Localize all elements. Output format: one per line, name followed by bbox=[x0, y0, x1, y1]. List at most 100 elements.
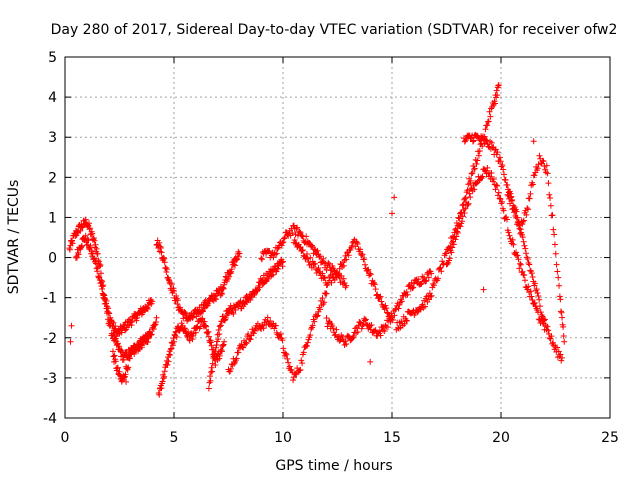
data-point-track-g bbox=[260, 325, 267, 332]
data-point-track-m bbox=[516, 265, 523, 272]
data-point-track-f bbox=[217, 322, 224, 329]
data-point-track-c bbox=[150, 325, 157, 332]
data-point-track-g bbox=[323, 290, 330, 297]
data-point-track-b bbox=[91, 255, 98, 262]
data-point-track-m bbox=[495, 192, 502, 199]
data-point-track-m bbox=[465, 200, 472, 207]
data-point-track-f bbox=[236, 301, 243, 308]
data-point-outliers bbox=[530, 138, 537, 145]
data-point-track-k bbox=[475, 152, 482, 159]
data-point-track-n bbox=[540, 158, 547, 165]
data-point-track-g bbox=[282, 350, 289, 357]
data-points bbox=[66, 82, 568, 398]
data-point-track-h bbox=[343, 282, 350, 289]
data-point-track-f bbox=[210, 354, 217, 361]
data-point-track-n bbox=[504, 191, 511, 198]
data-point-track-m bbox=[484, 164, 491, 171]
data-point-track-g bbox=[246, 336, 253, 343]
data-point-track-m bbox=[448, 249, 455, 256]
data-point-track-j bbox=[395, 305, 402, 312]
data-point-track-h bbox=[258, 255, 265, 262]
data-point-track-d bbox=[168, 281, 175, 288]
data-point-track-n bbox=[557, 308, 564, 315]
data-point-track-m bbox=[521, 277, 528, 284]
data-point-track-i bbox=[367, 271, 374, 278]
data-point-track-h bbox=[325, 259, 332, 266]
data-point-track-h bbox=[280, 239, 287, 246]
data-point-track-b bbox=[84, 241, 91, 248]
data-point-track-d bbox=[163, 268, 170, 275]
data-point-track-l bbox=[499, 161, 506, 168]
data-point-track-f bbox=[205, 385, 212, 392]
data-point-track-n bbox=[527, 190, 534, 197]
y-axis-label: SDTVAR / TECUs bbox=[6, 180, 22, 295]
data-point-track-f bbox=[209, 360, 216, 367]
data-point-track-k bbox=[428, 292, 435, 299]
data-point-track-a bbox=[92, 241, 99, 248]
data-point-track-d bbox=[235, 253, 242, 260]
data-point-track-i bbox=[358, 252, 365, 259]
data-point-track-l bbox=[535, 293, 542, 300]
data-point-track-f bbox=[216, 323, 223, 330]
data-point-track-j bbox=[391, 312, 398, 319]
data-point-track-h bbox=[273, 250, 280, 257]
data-point-track-k bbox=[490, 101, 497, 108]
data-point-track-i bbox=[315, 265, 322, 272]
data-point-outliers bbox=[480, 286, 487, 293]
data-point-track-h bbox=[316, 254, 323, 261]
data-point-track-m bbox=[464, 201, 471, 208]
data-point-track-d bbox=[171, 287, 177, 294]
data-point-track-m bbox=[453, 233, 460, 240]
data-point-track-e bbox=[181, 325, 188, 332]
data-point-track-g bbox=[288, 366, 295, 373]
data-point-track-b bbox=[98, 283, 105, 290]
data-point-track-n bbox=[554, 268, 561, 275]
data-point-track-k bbox=[474, 157, 481, 164]
data-point-track-l bbox=[532, 280, 539, 287]
data-point-track-l bbox=[529, 274, 536, 281]
data-point-track-d bbox=[212, 296, 219, 303]
data-point-track-h bbox=[293, 225, 300, 232]
data-point-track-k bbox=[494, 92, 501, 99]
data-point-track-g bbox=[235, 349, 242, 356]
data-point-track-d bbox=[218, 291, 225, 298]
data-point-track-a bbox=[69, 240, 76, 247]
data-point-track-e bbox=[218, 347, 225, 353]
data-point-track-g bbox=[314, 312, 321, 319]
data-point-track-l bbox=[534, 290, 541, 297]
data-point-track-j bbox=[422, 278, 429, 285]
data-point-track-j bbox=[354, 328, 361, 335]
data-point-track-b bbox=[75, 251, 82, 258]
data-point-outliers bbox=[123, 378, 130, 385]
data-point-track-n bbox=[514, 214, 521, 221]
data-point-track-d bbox=[165, 276, 172, 283]
data-point-track-e bbox=[164, 361, 171, 368]
data-point-track-i bbox=[372, 286, 379, 293]
data-point-track-a bbox=[129, 318, 136, 325]
data-point-track-e bbox=[167, 352, 174, 359]
data-point-track-n bbox=[513, 208, 520, 215]
data-point-track-k bbox=[403, 317, 410, 324]
data-point-track-m bbox=[490, 178, 497, 185]
data-point-track-l bbox=[548, 333, 555, 340]
data-point-track-e bbox=[202, 322, 209, 329]
data-point-track-n bbox=[556, 293, 563, 300]
series-track-h bbox=[258, 222, 350, 291]
data-point-track-l bbox=[545, 327, 552, 334]
data-point-track-a bbox=[149, 298, 156, 305]
data-point-track-g bbox=[242, 339, 249, 346]
data-point-track-l bbox=[550, 339, 557, 346]
data-point-track-i bbox=[365, 266, 372, 273]
x-tick-label: 25 bbox=[601, 430, 619, 446]
data-point-track-n bbox=[544, 170, 551, 177]
data-point-track-b bbox=[105, 316, 112, 323]
data-point-track-g bbox=[303, 343, 310, 350]
data-point-track-b bbox=[103, 305, 110, 312]
data-point-track-e bbox=[220, 342, 227, 349]
data-point-track-g bbox=[280, 345, 287, 352]
data-point-track-e bbox=[158, 385, 165, 392]
data-point-track-e bbox=[185, 328, 192, 335]
data-point-track-b bbox=[97, 279, 104, 286]
data-point-track-e bbox=[199, 315, 206, 322]
